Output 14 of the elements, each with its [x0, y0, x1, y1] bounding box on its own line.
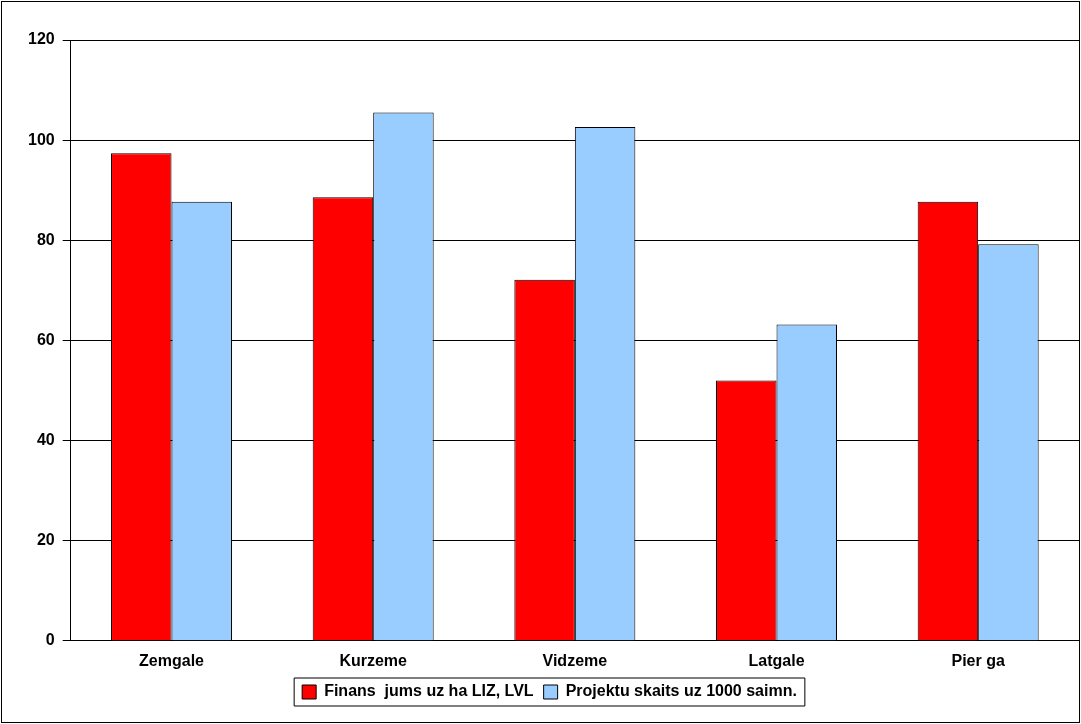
y-tick-label: 0 — [45, 631, 55, 649]
legend-label: Finans jums uz ha LIZ, LVL — [324, 682, 534, 700]
x-tick-label: Latgale — [748, 651, 805, 669]
x-tick-label: Zemgale — [139, 651, 205, 669]
legend-label: Projektu skaits uz 1000 saimn. — [565, 682, 797, 700]
x-tick-label: Pier ga — [951, 651, 1005, 669]
y-tick-label: 120 — [27, 30, 55, 48]
y-tick-label: 20 — [36, 531, 55, 549]
y-tick-label: 80 — [36, 230, 55, 248]
y-tick-label: 40 — [36, 430, 55, 448]
y-tick-label: 100 — [27, 130, 55, 148]
y-tick-label: 60 — [36, 330, 55, 348]
x-tick-label: Kurzeme — [339, 651, 408, 669]
x-tick-label: Vidzeme — [542, 651, 608, 669]
